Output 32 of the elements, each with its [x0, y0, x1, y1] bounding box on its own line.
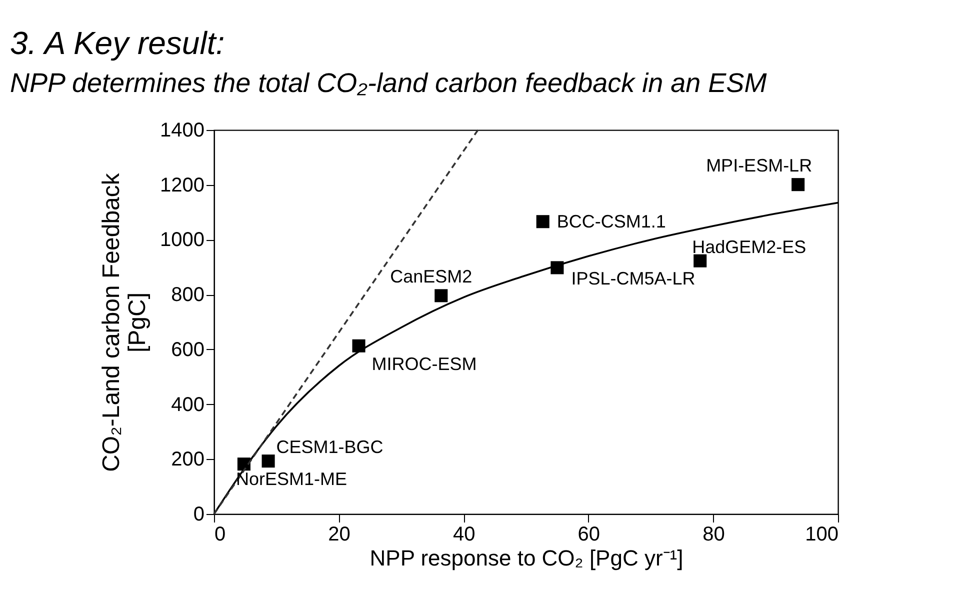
point [694, 254, 707, 268]
y-tick-label: 1000 [160, 229, 204, 252]
x-tick-label: 60 [578, 524, 600, 546]
point [792, 178, 805, 192]
point [536, 215, 550, 228]
annotation: IPSL-CM5A-LR [571, 268, 696, 289]
annotation: MIROC-ESM [372, 354, 477, 374]
annotation: MPI-ESM-LR [706, 156, 812, 176]
x-tick-label: 20 [328, 524, 350, 546]
x-tick-label: 80 [702, 524, 725, 546]
point [434, 289, 448, 302]
x-tick-label: 0 [214, 524, 226, 546]
chart-subtitle: NPP determines the total CO₂-land carbon feedback in an ESM [10, 68, 768, 98]
chart-title: 3. A Key result: [10, 25, 225, 61]
x-tick-label: 40 [452, 524, 476, 546]
point [352, 339, 366, 352]
y-axis-title: CO₂-Land carbon Feedback [PgC] [98, 172, 152, 472]
y-tick-label: 600 [171, 338, 204, 361]
point [262, 454, 275, 468]
y-tick-label: 1200 [160, 174, 204, 196]
annotation: HadGEM2-ES [692, 236, 806, 257]
annotation: BCC-CSM1.1 [556, 212, 666, 232]
x-tick-label: 100 [805, 524, 838, 546]
annotation: NorESM1-ME [236, 469, 347, 490]
y-tick-label: 200 [171, 448, 204, 471]
x-axis-title: NPP response to CO₂ [PgC yr⁻¹] [370, 546, 684, 570]
annotation: CESM1-BGC [276, 437, 384, 458]
y-tick-label: 400 [171, 394, 204, 416]
y-tick-label: 0 [193, 504, 204, 526]
annotation: CanESM2 [390, 266, 472, 287]
y-tick-label: 1400 [160, 120, 204, 142]
y-tick-label: 800 [171, 284, 204, 306]
